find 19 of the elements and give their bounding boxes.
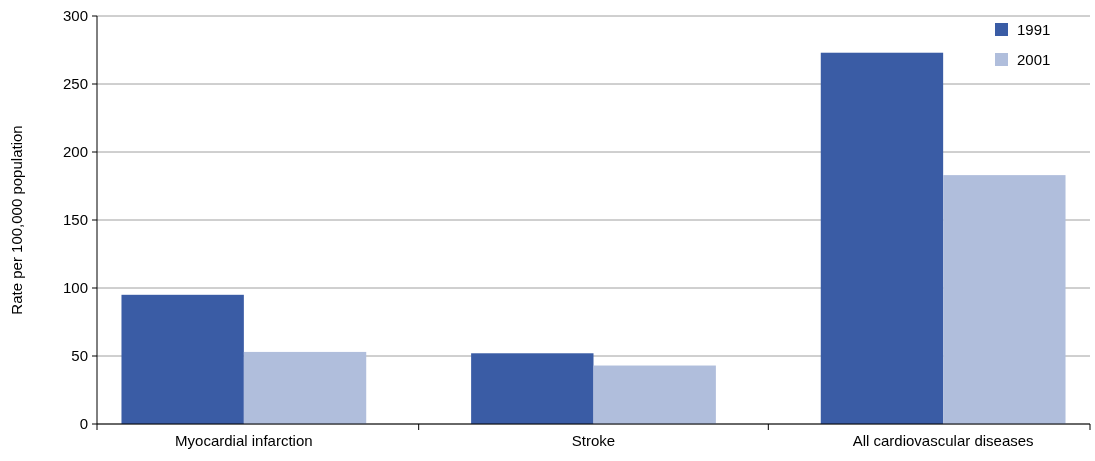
y-tick-label: 200 xyxy=(62,143,88,161)
x-tick-label: Myocardial infarction xyxy=(175,432,313,449)
y-tick-label: 300 xyxy=(62,7,88,25)
bar xyxy=(943,175,1066,424)
bar xyxy=(121,294,244,424)
y-tick-label: 50 xyxy=(71,347,88,365)
y-tick-label: 100 xyxy=(62,279,88,297)
y-axis-title: Rate per 100,000 population xyxy=(8,125,25,315)
bar xyxy=(471,353,594,424)
y-tick-label: 0 xyxy=(79,415,88,433)
bar xyxy=(243,351,367,424)
bar xyxy=(593,365,716,424)
x-tick-label: All cardiovascular diseases xyxy=(852,432,1034,449)
legend-label: 2001 xyxy=(1017,51,1051,69)
y-tick-label: 150 xyxy=(62,211,88,229)
y-tick-label: 250 xyxy=(62,75,88,93)
legend-label: 1991 xyxy=(1017,21,1051,39)
bar xyxy=(820,52,944,424)
x-tick-label: Stroke xyxy=(571,432,616,449)
